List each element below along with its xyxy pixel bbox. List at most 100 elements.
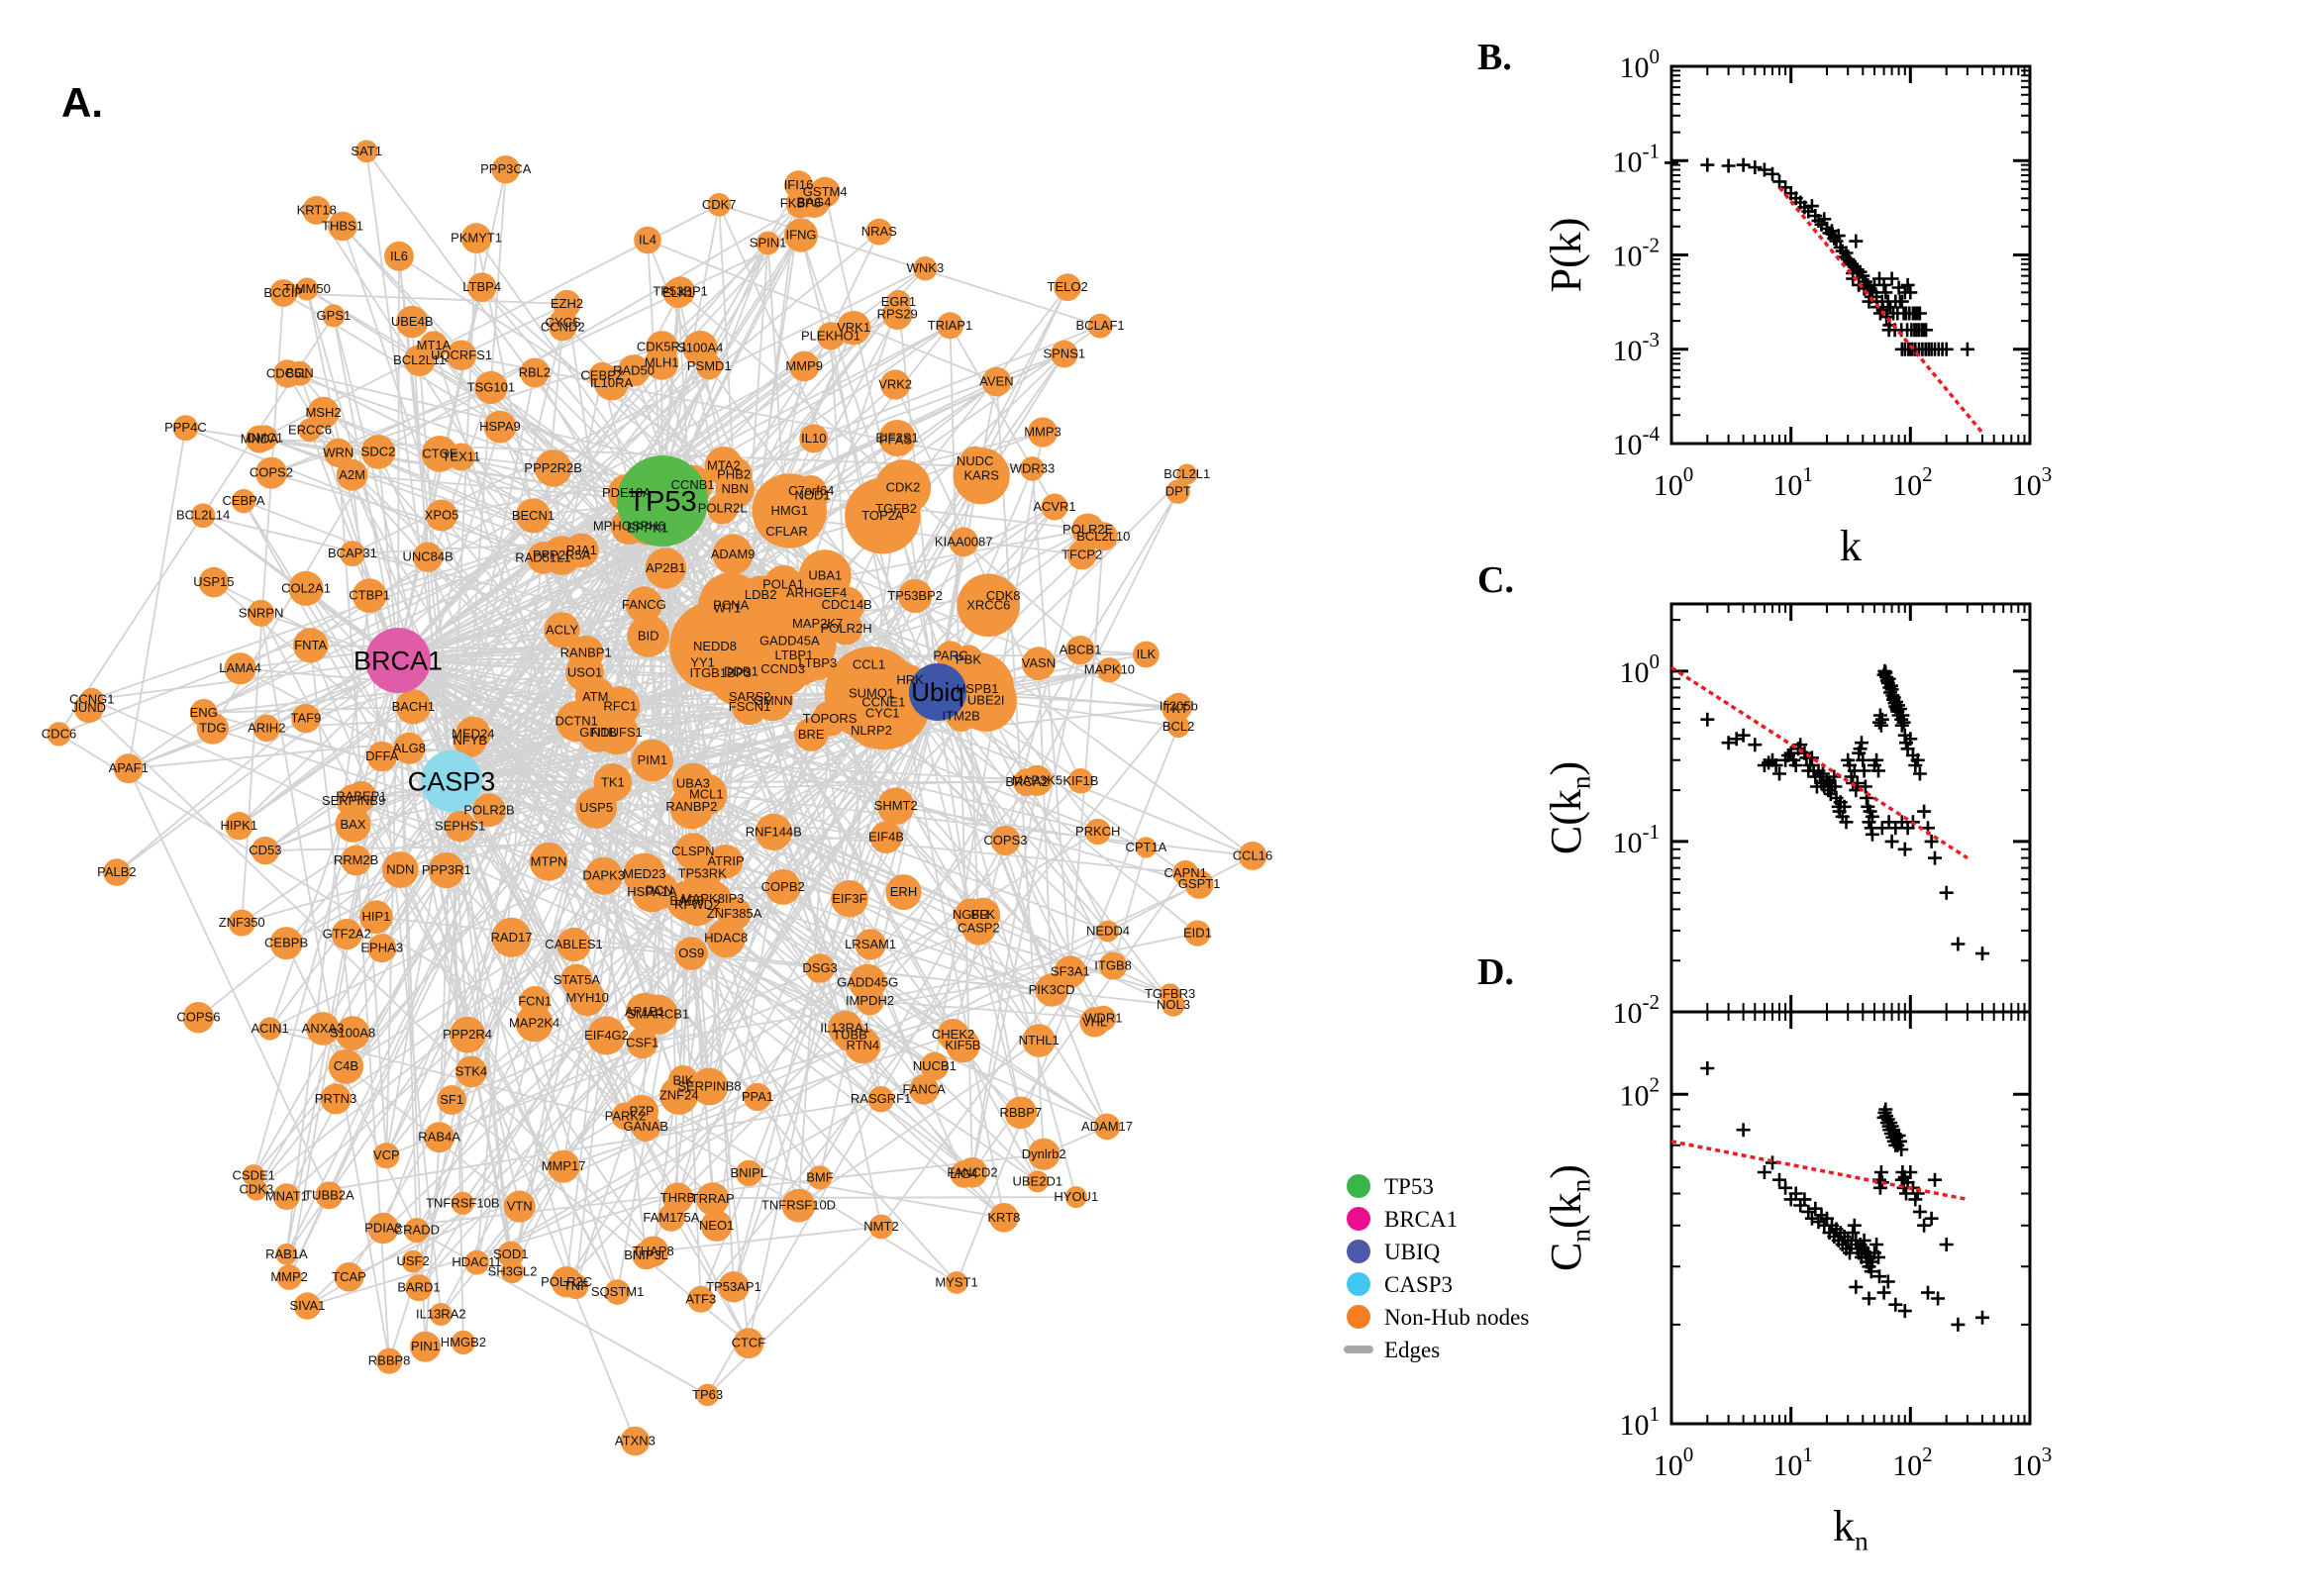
network-node <box>287 360 313 386</box>
network-node-label: BCLAF1 <box>1076 318 1125 333</box>
network-node <box>544 612 580 648</box>
network-node-label: BNIP3L <box>624 1247 668 1262</box>
network-node <box>1022 1024 1056 1057</box>
network-node-label: SERPINB9 <box>322 793 385 808</box>
network-node <box>275 1243 298 1265</box>
network-node <box>588 361 616 389</box>
network-node-label: ATM <box>582 689 608 704</box>
network-node-label: AVEN <box>979 374 1013 389</box>
network-node-label: SF3A1 <box>1051 964 1090 979</box>
network-node <box>712 534 754 575</box>
network-node <box>657 1204 685 1232</box>
network-node-label: MLH1 <box>645 355 679 370</box>
network-node-label: CCL16 <box>1233 848 1272 862</box>
network-node-label: GPS1 <box>317 308 352 323</box>
network-node <box>909 1074 940 1105</box>
network-node-label: APAF1 <box>109 760 149 775</box>
network-node-label: SAT1 <box>351 144 382 158</box>
network-node-label: BECN1 <box>512 508 555 523</box>
panel-c-label: C. <box>1477 559 1514 601</box>
network-node <box>328 1048 363 1084</box>
network-node-label: COL2A1 <box>281 580 331 595</box>
network-node-label: KIAA0087 <box>935 534 993 549</box>
network-node <box>981 366 1012 397</box>
network-node-label: PARK2 <box>605 1108 647 1123</box>
network-node <box>419 331 449 360</box>
legend-item-edges: Edges <box>1344 1338 1440 1362</box>
network-node-label: KRT8 <box>987 1210 1020 1225</box>
network-node-label: STK4 <box>455 1064 488 1079</box>
network-node <box>198 566 230 598</box>
network-node <box>662 277 694 308</box>
network-node <box>367 934 397 963</box>
network-node <box>625 586 662 624</box>
network-node-label: Dynlrb2 <box>1022 1147 1066 1161</box>
network-node-label: SEPHS1 <box>435 819 485 834</box>
network-node-label: MAPK10 <box>1084 662 1135 677</box>
network-node-label: TKT <box>1163 701 1188 716</box>
network-node <box>224 652 256 685</box>
network-node <box>1051 340 1078 368</box>
network-node <box>828 1010 863 1046</box>
network-node <box>685 773 728 816</box>
network-node-label: NOL3 <box>1157 997 1190 1012</box>
network-node-label: BID <box>638 628 659 643</box>
network-node-label: PRTN3 <box>315 1091 356 1106</box>
network-node <box>1065 636 1095 665</box>
network-node-label: IL6 <box>390 249 408 263</box>
network-node-label: NLRP2 <box>851 723 892 738</box>
network-node-label: EIF3F <box>832 891 866 906</box>
network-node <box>491 155 520 184</box>
network-node-label: TOP2A <box>861 508 904 523</box>
network-node-label: CTBP1 <box>349 588 390 603</box>
network-node <box>989 1203 1019 1233</box>
network-node <box>741 575 780 615</box>
network-node-label: SARS2 <box>729 689 771 704</box>
network-node <box>428 851 464 889</box>
network-node <box>1159 983 1181 1005</box>
network-node-label: HMGB2 <box>441 1335 486 1349</box>
network-node-label: KIF5B <box>945 1038 980 1052</box>
network-node <box>988 581 1019 612</box>
network-node <box>645 548 686 589</box>
network-node-label: USP15 <box>193 574 234 589</box>
network-node-label: GANAB <box>623 1119 668 1134</box>
network-node <box>701 653 740 693</box>
network-node <box>1066 540 1097 570</box>
network-node-label: POLR2H <box>821 621 872 636</box>
network-node <box>1097 920 1119 943</box>
network-node <box>625 992 664 1032</box>
network-node-label: PALB2 <box>97 864 137 879</box>
legend-item-brca1: BRCA1 <box>1347 1207 1458 1232</box>
network-node-label: HDAC8 <box>704 931 748 946</box>
y-tick-label: 100 <box>1620 45 1661 84</box>
network-node <box>707 193 731 217</box>
network-node <box>401 1249 425 1273</box>
network-node-label: BMF <box>806 1169 834 1184</box>
network-node <box>865 218 893 246</box>
network-node-label: IL13RA1 <box>820 1020 870 1035</box>
network-node-label: ZNF385A <box>707 906 762 921</box>
network-node-label: SOD1 <box>493 1247 528 1261</box>
network-node-label: BCL2L10 <box>1076 529 1130 544</box>
network-node-label: FNTA <box>294 638 327 652</box>
x-tick-label: 100 <box>1654 1443 1694 1482</box>
network-node-label: A2M <box>339 467 365 482</box>
network-node <box>384 241 414 271</box>
network-node <box>460 223 492 253</box>
network-node <box>445 811 476 843</box>
network-node-label: DMC1 <box>247 430 283 445</box>
network-node <box>913 256 938 281</box>
network-node-label: MYH10 <box>566 990 609 1005</box>
network-node <box>799 424 829 453</box>
network-node-label: XRCC6 <box>966 597 1010 612</box>
network-node <box>687 1285 715 1313</box>
network-node-label: ATF3 <box>685 1291 716 1306</box>
network-node-label: NTHL1 <box>1019 1033 1060 1047</box>
network-node-label: ARHGEF4 <box>786 585 847 600</box>
network-node-label: UBE4B <box>391 314 434 329</box>
network-node-label: YY1 <box>690 655 715 670</box>
network-node <box>254 456 287 489</box>
network-node-label: CCNB1 <box>671 477 715 492</box>
